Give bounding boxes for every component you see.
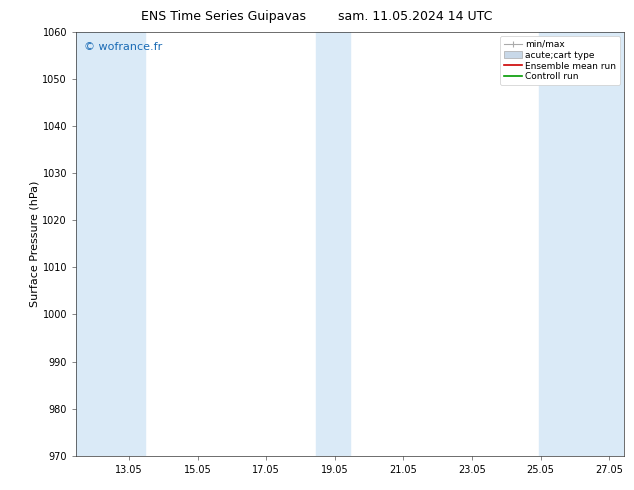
- Bar: [316, 32, 350, 456]
- Y-axis label: Surface Pressure (hPa): Surface Pressure (hPa): [30, 181, 40, 307]
- Legend: min/max, acute;cart type, Ensemble mean run, Controll run: min/max, acute;cart type, Ensemble mean …: [500, 36, 620, 85]
- Bar: [539, 32, 624, 456]
- Text: © wofrance.fr: © wofrance.fr: [84, 43, 162, 52]
- Text: ENS Time Series Guipavas        sam. 11.05.2024 14 UTC: ENS Time Series Guipavas sam. 11.05.2024…: [141, 10, 493, 23]
- Bar: [76, 32, 145, 456]
